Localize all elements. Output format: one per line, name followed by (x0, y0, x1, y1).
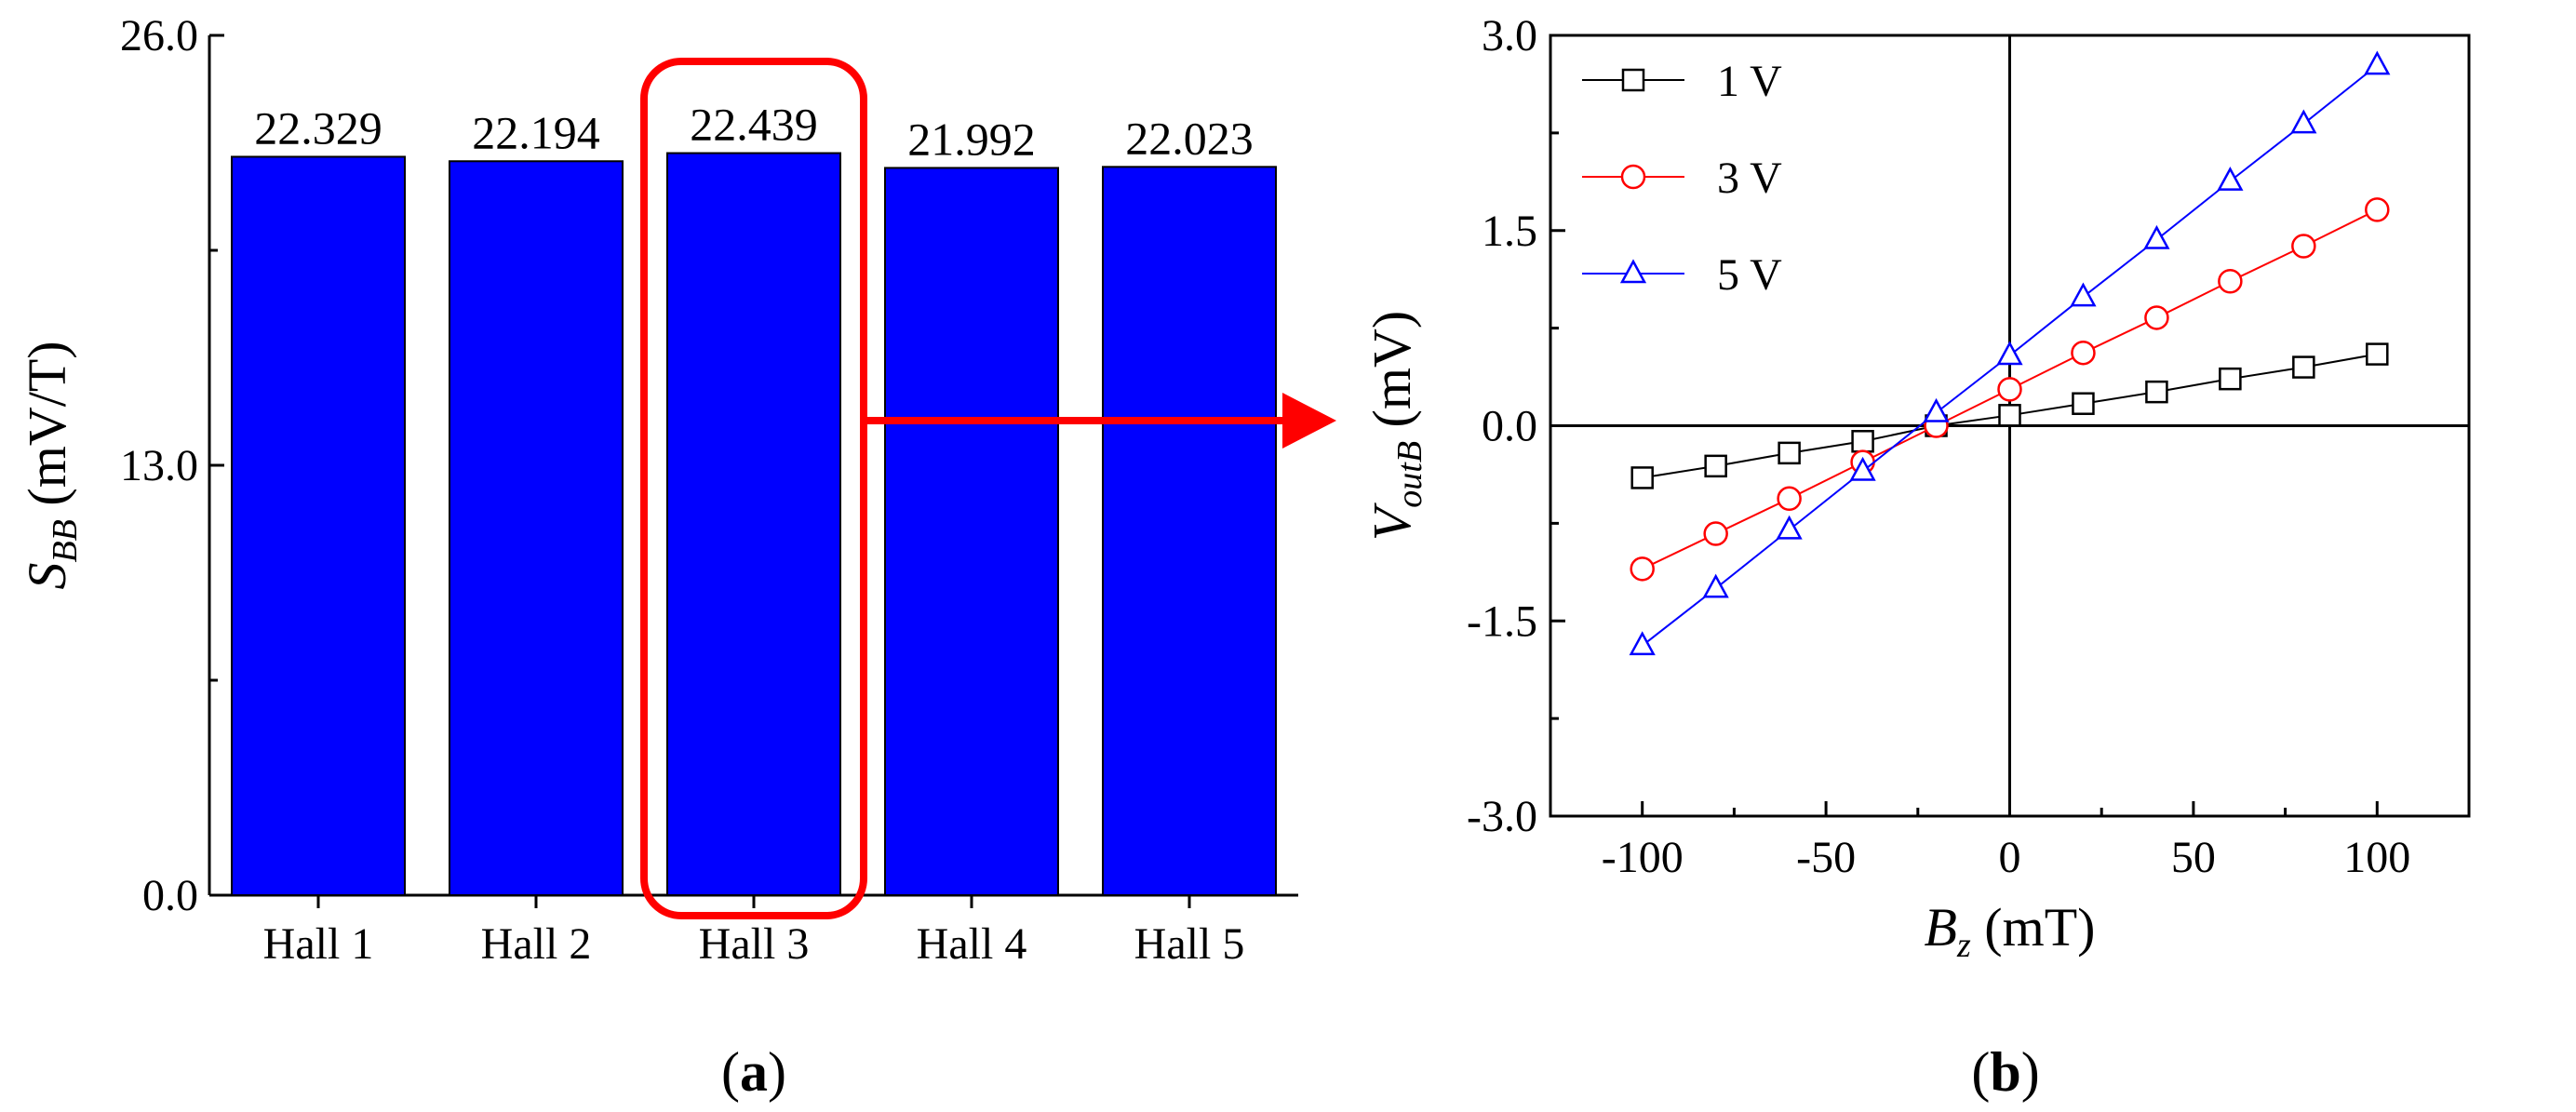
bar-value-label: 22.194 (472, 106, 600, 158)
data-point (2143, 224, 2170, 249)
y-axis-title-symbol: S (17, 563, 77, 590)
data-point (2365, 197, 2390, 222)
bar-value-label: 22.023 (1125, 112, 1254, 164)
panel-label-b: (b) (1971, 1041, 2039, 1103)
data-point (1629, 631, 1656, 656)
y-axis-title-unit: (mV) (1362, 311, 1422, 441)
panel-label-close: ) (768, 1041, 786, 1103)
data-point (2290, 109, 2317, 134)
legend-label: 1 V (1717, 57, 1782, 106)
y-tick-label: 26.0 (120, 11, 198, 60)
data-point (2144, 305, 2169, 330)
legend-label: 3 V (1717, 154, 1782, 203)
y-tick-label: 0.0 (1482, 402, 1537, 451)
panel-label-letter: b (1990, 1041, 2020, 1103)
data-point (1851, 430, 1874, 453)
data-point (1997, 377, 2022, 402)
x-axis-title-subscript: z (1956, 926, 1971, 965)
y-axis-title-symbol: V (1362, 502, 1422, 541)
x-tick-label: Hall 3 (699, 919, 810, 969)
x-axis-title: Bz (mT) (1925, 897, 2096, 965)
x-axis-title-symbol: B (1925, 897, 1957, 958)
bar-value-label: 22.329 (254, 101, 382, 154)
bar (666, 152, 841, 896)
data-point (2291, 234, 2316, 259)
data-point (2364, 50, 2391, 75)
data-point (2217, 167, 2244, 191)
y-tick-label: 3.0 (1482, 11, 1537, 60)
data-point (1998, 404, 2021, 427)
data-point (1777, 486, 1802, 512)
legend-marker (1619, 259, 1647, 284)
panel-label-open: ( (721, 1041, 740, 1103)
x-tick-label: Hall 2 (481, 919, 592, 969)
y-axis-title: VoutB (mV) (1362, 311, 1429, 541)
x-tick-label: -100 (1602, 833, 1684, 882)
data-point (1849, 456, 1876, 481)
data-point (1703, 521, 1728, 546)
panel-label-close: ) (2021, 1041, 2040, 1103)
data-point (1778, 441, 1801, 465)
bar (1102, 166, 1277, 896)
panel-label-a: (a) (721, 1041, 786, 1103)
data-point (2072, 392, 2095, 415)
x-tick-label: Hall 4 (917, 919, 1027, 969)
x-tick-label: 0 (1999, 833, 2021, 882)
legend-marker (1621, 68, 1645, 92)
y-tick-label: -3.0 (1467, 792, 1537, 841)
data-point (2071, 340, 2096, 366)
panel-label-open: ( (1971, 1041, 1990, 1103)
y-axis-title-subscript: BB (46, 519, 85, 562)
panel-label-letter: a (740, 1041, 768, 1103)
series-5v (1629, 50, 2391, 656)
y-axis-title-subscript: outB (1390, 441, 1429, 508)
y-tick-label: -1.5 (1467, 596, 1537, 646)
y-axis-title: SBB (mV/T) (17, 341, 85, 589)
data-point (1630, 466, 1654, 489)
data-point (1923, 397, 1950, 422)
data-point (2145, 380, 2168, 404)
y-tick-label: 0.0 (142, 871, 198, 920)
data-point (2070, 282, 2097, 307)
legend-marker (1620, 164, 1646, 190)
bar-value-label: 22.439 (690, 99, 818, 151)
x-tick-label: Hall 1 (263, 919, 374, 969)
x-tick-label: 50 (2171, 833, 2216, 882)
data-point (1704, 454, 1727, 478)
data-point (2218, 269, 2243, 294)
data-point (1996, 341, 2023, 366)
y-axis-title-unit: (mV/T) (17, 341, 77, 519)
legend-label: 5 V (1717, 250, 1782, 300)
y-tick-label: 13.0 (120, 441, 198, 490)
bar (449, 160, 624, 896)
bar (884, 167, 1059, 896)
bar-chart-panel: 0.0 13.0 26.0 22.329 Hall 1 22.194 Hall 2 22.43… (17, 11, 1336, 1103)
bar-value-label: 21.992 (907, 113, 1036, 165)
data-point (2219, 367, 2242, 391)
bar (231, 155, 406, 897)
data-point (1702, 573, 1729, 598)
x-tick-label: 100 (2343, 833, 2410, 882)
arrow-head (1282, 393, 1336, 449)
data-point (2366, 342, 2389, 366)
x-tick-label: Hall 5 (1134, 919, 1245, 969)
line-chart-panel: -3.0 -1.5 0.0 1.5 3.0 -100 -50 0 50 100 1 V 3 V 5 V B… (1362, 11, 2471, 1103)
x-tick-label: -50 (1796, 833, 1856, 882)
data-point (1776, 515, 1803, 540)
data-point (1630, 556, 1655, 582)
x-axis-title-unit: (mT) (1971, 897, 2096, 958)
data-point (2292, 355, 2315, 379)
y-tick-label: 1.5 (1482, 207, 1537, 256)
highlight-box (640, 58, 867, 919)
